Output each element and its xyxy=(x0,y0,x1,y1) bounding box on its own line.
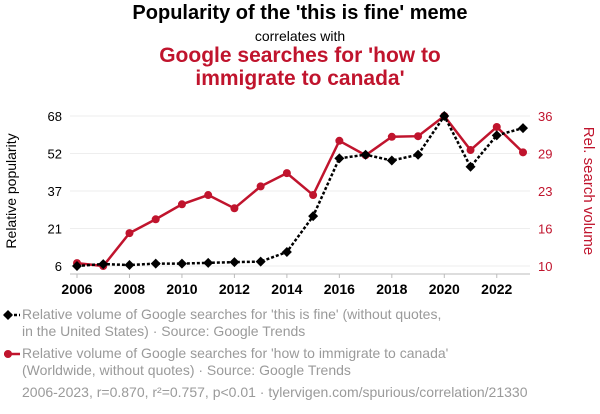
data-point-searches xyxy=(519,148,527,157)
y-tick-left: 6 xyxy=(55,259,62,274)
chart-title-secondary: Google searches for 'how to immigrate to… xyxy=(159,44,441,90)
data-point-meme xyxy=(255,256,266,267)
y-tick-right: 16 xyxy=(538,222,552,237)
x-tick-label: 2008 xyxy=(114,281,145,297)
series-line-meme xyxy=(76,113,524,268)
legend-text: Relative volume of Google searches for '… xyxy=(22,345,449,361)
y-tick-right: 10 xyxy=(538,259,552,274)
y-axis-label-right: Rel. search volume xyxy=(580,127,597,255)
y-axis-label-left: Relative popularity xyxy=(3,133,19,248)
x-tick-label: 2014 xyxy=(271,281,302,297)
data-point-meme xyxy=(98,259,109,270)
data-point-searches xyxy=(125,229,134,238)
legend-item-meme: Relative volume of Google searches for '… xyxy=(22,306,441,340)
data-point-searches xyxy=(387,132,396,141)
legend-text: Relative volume of Google searches for '… xyxy=(22,306,442,322)
data-point-meme xyxy=(465,161,476,172)
data-point-searches xyxy=(177,200,186,209)
legend-text: (Worldwide, without quotes) · Source: Go… xyxy=(22,362,351,378)
y-tick-right: 36 xyxy=(538,109,552,124)
legend-marker-searches-dot xyxy=(4,350,12,358)
x-tick-label: 2006 xyxy=(61,281,92,297)
data-point-meme xyxy=(334,153,345,164)
data-point-searches xyxy=(335,136,344,145)
x-tick-label: 2012 xyxy=(219,281,250,297)
legend-marker-meme-diamond xyxy=(3,310,13,320)
legend-text: in the United States) · Source: Google T… xyxy=(22,323,306,339)
data-point-meme xyxy=(281,246,292,257)
y-tick-left: 21 xyxy=(48,222,62,237)
y-tick-left: 68 xyxy=(48,109,62,124)
chart-subtitle: correlates with xyxy=(254,28,346,44)
data-point-meme xyxy=(203,257,214,268)
data-point-searches xyxy=(151,215,160,224)
data-point-meme xyxy=(124,260,135,271)
data-point-meme xyxy=(176,258,187,269)
data-point-searches xyxy=(309,191,318,200)
legend-item-searches: Relative volume of Google searches for '… xyxy=(22,345,448,379)
x-tick-label: 2018 xyxy=(376,281,407,297)
data-point-searches xyxy=(204,191,213,200)
data-point-meme xyxy=(308,211,319,222)
x-tick-label: 2010 xyxy=(166,281,197,297)
x-tick-label: 2022 xyxy=(481,281,512,297)
data-point-meme xyxy=(150,258,161,269)
series-line-searches xyxy=(76,114,524,268)
data-point-meme xyxy=(360,149,371,160)
x-tick-label: 2016 xyxy=(324,281,355,297)
data-point-searches xyxy=(466,146,475,155)
footer-source: 2006-2023, r=0.870, r²=0.757, p<0.01 · t… xyxy=(22,384,528,400)
data-point-meme xyxy=(413,149,424,160)
data-point-searches xyxy=(256,182,265,191)
y-tick-left: 37 xyxy=(48,184,62,199)
x-tick-label: 2020 xyxy=(429,281,460,297)
data-point-meme xyxy=(72,261,82,271)
data-point-meme xyxy=(439,111,450,121)
data-point-searches xyxy=(492,122,501,131)
y-tick-right: 23 xyxy=(538,184,552,199)
data-point-searches xyxy=(282,169,291,178)
chart-title: Popularity of the 'this is fine' meme xyxy=(132,2,468,24)
data-point-searches xyxy=(414,132,423,141)
data-point-meme xyxy=(386,155,397,166)
data-point-searches xyxy=(230,204,239,213)
y-tick-right: 29 xyxy=(538,147,552,162)
data-point-meme xyxy=(518,123,528,134)
y-tick-left: 52 xyxy=(48,147,62,162)
data-point-meme xyxy=(229,257,240,268)
data-point-meme xyxy=(491,130,502,141)
